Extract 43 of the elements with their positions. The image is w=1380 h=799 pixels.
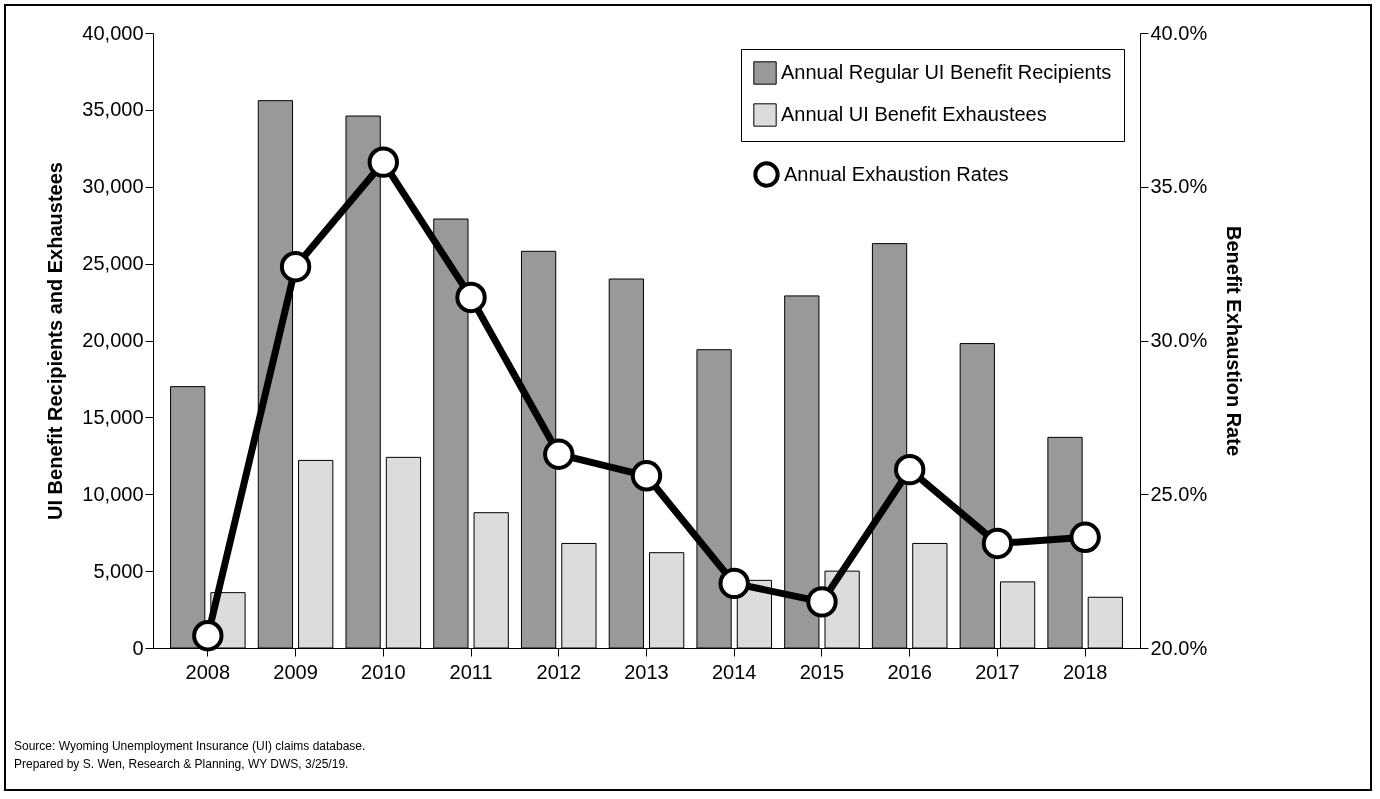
point bbox=[630, 460, 663, 492]
y-tick-label: 0 bbox=[132, 636, 144, 659]
legend-label: Annual Regular UI Benefit Recipients bbox=[781, 61, 1112, 83]
y-tick-label: 20,000 bbox=[82, 329, 144, 351]
y2-tick-label: 30.0% bbox=[1150, 329, 1208, 351]
x-tick-label: 2010 bbox=[361, 660, 406, 683]
x-tick-label: 2009 bbox=[273, 660, 318, 683]
x-tick-label: 2017 bbox=[975, 660, 1020, 683]
y2-tick-label: 20.0% bbox=[1150, 636, 1208, 659]
y-tick-label: 25,000 bbox=[82, 252, 144, 275]
x-tick-label: 2011 bbox=[449, 660, 493, 683]
point bbox=[718, 567, 750, 600]
x-tick-label: 2012 bbox=[536, 660, 582, 683]
y-tick-label: 15,000 bbox=[82, 405, 144, 428]
point bbox=[894, 453, 926, 486]
y-tick-label: 40,000 bbox=[82, 21, 144, 44]
x-tick-label: 2013 bbox=[624, 660, 669, 683]
point bbox=[543, 438, 575, 470]
y-tick-label: 10,000 bbox=[82, 482, 144, 505]
point bbox=[192, 620, 224, 652]
source-note: Source: Wyoming Unemployment Insurance (UI) claims database. bbox=[14, 738, 366, 755]
y-tick-label: 30,000 bbox=[82, 175, 144, 198]
legend-label: Annual UI Benefit Exhaustees bbox=[781, 103, 1047, 125]
x-tick-label: 2015 bbox=[799, 660, 845, 683]
y-tick-label: 35,000 bbox=[82, 98, 144, 121]
x-tick-label: 2014 bbox=[711, 660, 757, 683]
y2-axis-title: Benefit Exhaustion Rate bbox=[1223, 225, 1246, 457]
y-axis-title: UI Benefit Recipients and Exhaustees bbox=[44, 162, 67, 520]
point bbox=[806, 586, 838, 618]
y2-tick-label: 40.0% bbox=[1150, 21, 1208, 44]
point bbox=[367, 146, 399, 178]
y-tick-label: 5,000 bbox=[93, 559, 144, 582]
x-tick-label: 2018 bbox=[1062, 660, 1108, 683]
text: Prepared by S. Wen, Research & Planning, WY DWS, 3/25/19. bbox=[14, 756, 350, 773]
x-tick-label: 2016 bbox=[887, 660, 932, 683]
legend-label: Annual Exhaustion Rates bbox=[784, 162, 1009, 185]
y2-tick-label: 25.0% bbox=[1150, 482, 1208, 505]
point bbox=[279, 251, 312, 283]
x-tick-label: 2008 bbox=[185, 660, 231, 683]
point bbox=[455, 281, 487, 314]
point bbox=[1069, 521, 1101, 553]
y2-tick-label: 35.0% bbox=[1150, 175, 1208, 198]
point bbox=[981, 527, 1014, 560]
